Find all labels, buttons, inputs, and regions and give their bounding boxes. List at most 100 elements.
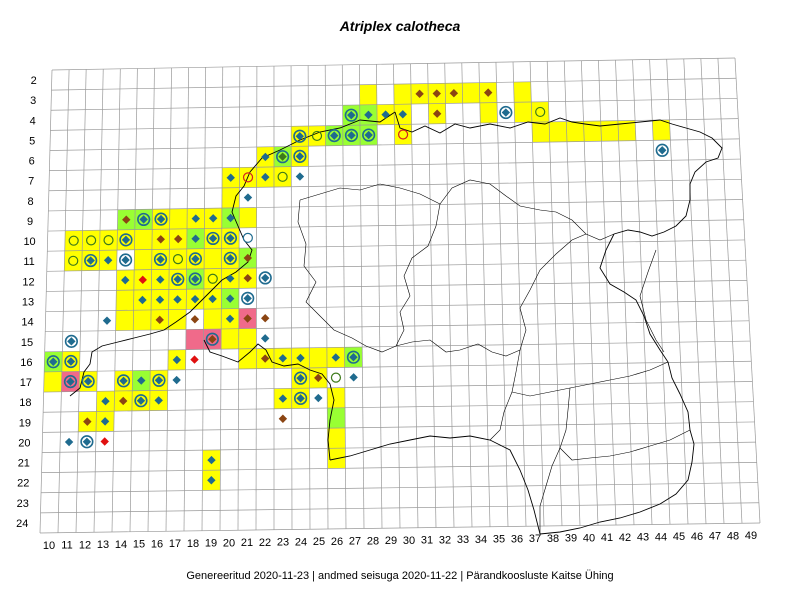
grid-line-horizontal xyxy=(44,340,751,353)
marker-diamond-19-21 xyxy=(207,455,216,465)
marker-diamond-16-13 xyxy=(155,295,165,304)
county-border-7 xyxy=(559,387,691,461)
row-label: 14 xyxy=(21,317,33,329)
grid-cell-43-5 xyxy=(617,120,636,141)
marker-diamond_ring-27-4 xyxy=(344,108,358,122)
marker-diamond_ring-21-13 xyxy=(241,291,255,305)
marker-diamond-32-4 xyxy=(432,109,442,118)
grid-cell-15-14 xyxy=(133,309,152,331)
marker-diamond-15-13 xyxy=(138,295,147,305)
marker-diamond-35-3 xyxy=(483,88,493,97)
grid-cell-11-10 xyxy=(64,230,83,251)
marker-diamond-25-18 xyxy=(314,393,323,403)
marker-diamond-20-9 xyxy=(226,213,235,223)
grid-line-horizontal xyxy=(49,138,740,151)
grid-line-horizontal xyxy=(44,360,752,373)
grid-cell-21-16 xyxy=(238,348,257,370)
column-label: 26 xyxy=(331,536,343,548)
column-label: 41 xyxy=(601,532,613,544)
marker-circle-25-5 xyxy=(311,130,323,142)
grid-line-vertical xyxy=(75,69,87,533)
marker-diamond_ring-27-16 xyxy=(346,350,361,364)
grid-cell-26-20 xyxy=(327,427,346,449)
row-label: 6 xyxy=(29,156,35,168)
grid-cell-30-3 xyxy=(393,83,412,105)
grid-cell-11-11 xyxy=(64,250,83,272)
grid-cell-19-14 xyxy=(203,308,222,330)
county-border-6 xyxy=(511,361,669,397)
grid-line-horizontal xyxy=(41,461,757,473)
grid-cell-28-3 xyxy=(359,84,377,105)
row-label: 10 xyxy=(23,236,35,248)
marker-diamond_ring-19-10 xyxy=(206,231,220,246)
marker-diamond_ring-11-16 xyxy=(64,354,78,369)
grid-line-vertical xyxy=(717,58,743,524)
marker-circle-30-5 xyxy=(397,129,409,140)
marker-diamond-15-12 xyxy=(138,275,147,285)
column-label: 13 xyxy=(97,539,109,551)
column-label: 36 xyxy=(511,533,523,545)
marker-diamond-13-19 xyxy=(100,417,110,426)
marker-circle-13-10 xyxy=(103,235,114,246)
marker-diamond_ring-45-6 xyxy=(655,143,669,157)
row-label: 8 xyxy=(28,196,34,208)
row-label: 16 xyxy=(20,357,32,369)
grid-line-horizontal xyxy=(48,178,742,192)
marker-diamond_ring-18-11 xyxy=(188,252,203,266)
marker-diamond_ring-22-12 xyxy=(258,271,272,285)
grid-cell-15-11 xyxy=(134,249,152,270)
marker-diamond-19-13 xyxy=(208,294,217,304)
marker-diamond-18-9 xyxy=(191,214,200,223)
marker-diamond-21-14 xyxy=(243,314,252,323)
lake-peipus xyxy=(639,249,665,353)
marker-circle-11-10 xyxy=(68,235,79,246)
column-label: 11 xyxy=(61,540,72,552)
marker-diamond-13-18 xyxy=(101,397,110,406)
grid-line-vertical xyxy=(512,61,527,527)
grid-line-vertical xyxy=(563,60,581,526)
marker-diamond_ring-11-17 xyxy=(63,375,78,389)
marker-circle-26-17 xyxy=(330,372,342,383)
column-label: 15 xyxy=(133,539,145,551)
grid-line-vertical xyxy=(700,58,725,524)
marker-diamond-22-14 xyxy=(260,314,270,323)
column-label: 38 xyxy=(547,533,559,545)
row-label: 17 xyxy=(20,377,32,389)
row-label: 7 xyxy=(28,176,34,188)
marker-diamond_ring-14-17 xyxy=(116,374,131,388)
column-label: 48 xyxy=(727,530,739,542)
column-label: 46 xyxy=(691,531,703,543)
column-label: 37 xyxy=(529,533,541,545)
column-label: 34 xyxy=(475,534,487,546)
grid-line-horizontal xyxy=(47,219,744,232)
marker-diamond_ring-16-11 xyxy=(153,252,168,267)
grid-line-vertical xyxy=(427,63,437,528)
county-border-3 xyxy=(395,203,441,347)
grid-line-vertical xyxy=(255,66,258,531)
column-label: 25 xyxy=(313,536,325,548)
marker-diamond-20-12 xyxy=(226,274,235,283)
grid-cell-23-7 xyxy=(273,166,292,188)
marker-diamond-22-6 xyxy=(261,152,270,162)
column-label: 47 xyxy=(709,531,721,543)
column-label: 49 xyxy=(745,530,757,542)
grid-line-horizontal xyxy=(50,118,739,131)
marker-diamond-18-14 xyxy=(190,315,200,324)
grid-cell-41-5 xyxy=(583,121,602,142)
marker-diamond-24-7 xyxy=(295,172,305,181)
column-label: 19 xyxy=(205,538,217,550)
marker-diamond-16-14 xyxy=(155,315,164,325)
marker-diamond-20-14 xyxy=(225,314,235,323)
marker-diamond-20-13 xyxy=(225,294,235,303)
grid-line-horizontal xyxy=(39,522,761,534)
grid-cell-45-5 xyxy=(652,119,671,141)
marker-diamond-33-3 xyxy=(449,89,459,98)
county-border-8 xyxy=(539,447,561,534)
marker-circle-17-11 xyxy=(172,254,184,265)
marker-diamond-18-10 xyxy=(191,234,200,243)
grid-cell-25-16 xyxy=(309,347,328,368)
column-label: 28 xyxy=(367,535,379,547)
column-label: 45 xyxy=(673,531,685,543)
marker-diamond_ring-20-10 xyxy=(223,231,238,245)
column-label: 40 xyxy=(583,532,595,544)
